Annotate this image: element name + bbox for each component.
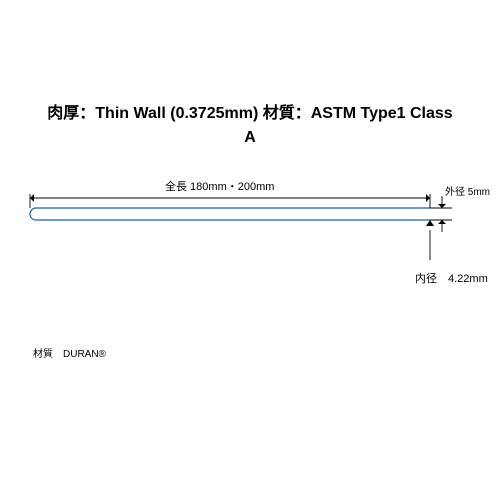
material-footnote: 材質 DURAN® (33, 345, 106, 360)
title-block: 肉厚：Thin Wall (0.3725mm) 材質：ASTM Type1 Cl… (0, 102, 500, 150)
title-line1: 肉厚：Thin Wall (0.3725mm) 材質：ASTM Type1 Cl… (47, 105, 452, 122)
title-line2: A (244, 129, 256, 146)
tube-diagram (0, 160, 500, 340)
